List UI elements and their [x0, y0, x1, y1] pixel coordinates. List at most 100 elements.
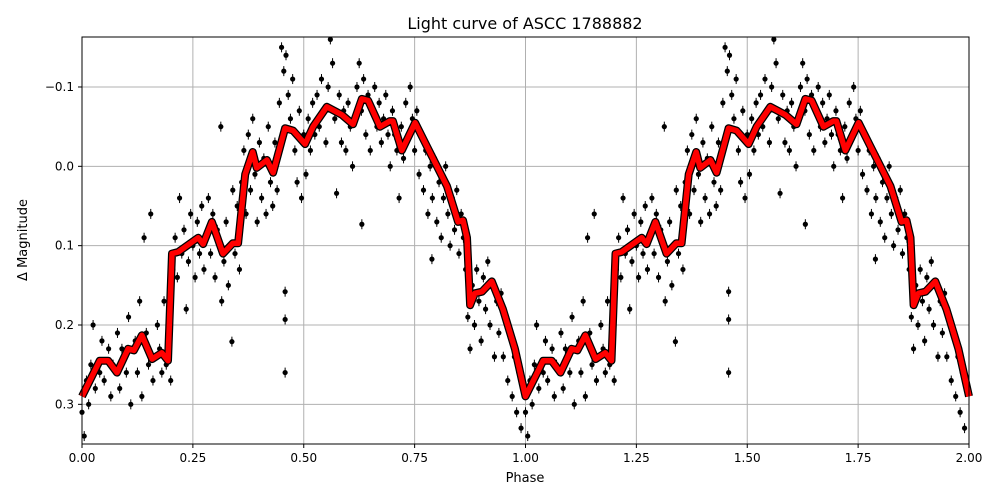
data-point — [611, 377, 617, 384]
data-point — [598, 322, 604, 328]
data-point — [185, 258, 192, 265]
data-point — [724, 68, 730, 74]
data-point — [134, 369, 141, 376]
data-point — [777, 190, 783, 196]
data-point — [505, 377, 511, 384]
data-point — [314, 92, 320, 98]
data-point — [695, 171, 702, 177]
data-point — [221, 258, 227, 265]
data-point — [545, 377, 551, 384]
data-point — [620, 195, 626, 201]
data-point — [891, 243, 897, 249]
data-point — [108, 393, 114, 399]
data-point — [877, 219, 883, 225]
data-point — [833, 108, 839, 114]
data-point — [425, 211, 431, 217]
data-point — [225, 282, 231, 288]
data-point — [571, 401, 577, 407]
data-point — [700, 139, 706, 146]
data-point — [278, 44, 285, 50]
data-point — [910, 346, 917, 352]
data-point — [192, 274, 198, 280]
data-point — [715, 139, 722, 146]
data-point — [531, 362, 537, 368]
data-point — [944, 354, 950, 360]
model-curve — [78, 94, 973, 401]
data-point — [871, 163, 877, 169]
data-point — [440, 195, 447, 201]
x-tick-label: 1.25 — [623, 451, 650, 465]
data-point — [928, 258, 934, 265]
data-point — [709, 124, 715, 130]
data-point — [706, 211, 713, 217]
data-point — [236, 266, 243, 273]
data-point — [514, 409, 520, 415]
data-point — [560, 385, 566, 392]
data-point — [855, 147, 861, 154]
data-point — [662, 298, 668, 304]
data-point — [303, 171, 309, 177]
data-point — [789, 100, 795, 106]
data-point — [496, 330, 502, 336]
data-point — [482, 306, 489, 312]
chart-title: Light curve of ASCC 1788882 — [407, 14, 642, 33]
data-point — [230, 187, 236, 193]
data-point — [267, 179, 274, 185]
y-tick-label: −0.1 — [45, 80, 74, 94]
data-point — [176, 195, 183, 201]
data-point — [917, 266, 923, 273]
data-point — [372, 84, 378, 90]
data-point — [729, 92, 735, 98]
data-point — [667, 219, 673, 225]
x-tick-label: 0.25 — [180, 451, 207, 465]
data-point — [403, 100, 409, 106]
data-point — [208, 250, 214, 257]
data-point — [229, 339, 235, 345]
data-point — [383, 92, 389, 98]
data-point — [356, 60, 362, 66]
data-point — [649, 195, 655, 201]
data-point — [305, 116, 311, 122]
data-point — [205, 195, 211, 201]
data-point — [274, 187, 280, 193]
data-point — [310, 100, 316, 106]
data-point — [769, 84, 775, 90]
data-point — [635, 274, 642, 280]
data-point — [509, 393, 515, 399]
data-point — [389, 108, 396, 114]
data-point — [857, 108, 863, 114]
data-point — [771, 36, 777, 42]
data-point — [846, 100, 852, 106]
data-point — [354, 84, 360, 90]
y-tick-label: 0.2 — [55, 318, 74, 332]
data-point — [90, 322, 96, 328]
data-point — [673, 187, 679, 193]
data-point — [895, 227, 901, 233]
data-point — [711, 179, 717, 185]
data-point — [536, 385, 542, 392]
data-point — [88, 362, 94, 368]
data-point — [338, 139, 345, 146]
data-point — [680, 266, 686, 273]
data-point — [749, 116, 755, 122]
data-point — [154, 322, 160, 328]
data-point — [474, 266, 480, 273]
data-point — [287, 116, 294, 122]
data-point — [398, 124, 404, 130]
data-point — [762, 76, 768, 82]
data-point — [139, 393, 145, 399]
data-point — [522, 409, 529, 415]
data-point — [661, 124, 667, 130]
data-point — [416, 171, 422, 177]
data-point — [924, 274, 930, 280]
data-point — [618, 274, 624, 280]
data-point — [283, 52, 289, 58]
data-point — [359, 221, 365, 227]
x-tick-label: 0.50 — [290, 451, 317, 465]
data-point — [282, 316, 288, 323]
data-point — [259, 195, 265, 201]
data-point — [726, 52, 733, 58]
data-point — [298, 195, 305, 201]
y-axis-label: Δ Magnitude — [16, 199, 31, 281]
data-point — [882, 235, 888, 241]
